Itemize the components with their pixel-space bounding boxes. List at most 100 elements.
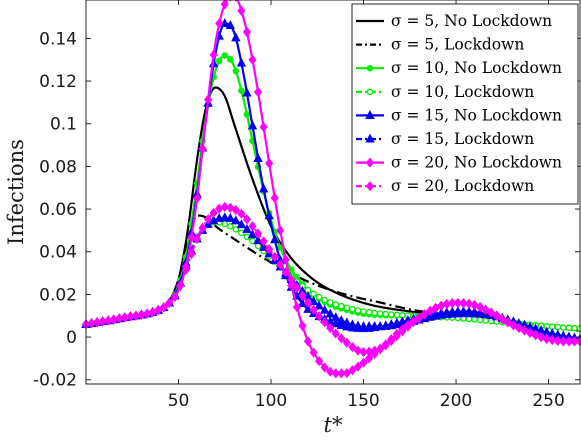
series-point	[381, 340, 390, 351]
series-point	[303, 303, 313, 313]
series-point	[220, 0, 229, 10]
series-point	[259, 236, 268, 247]
series-point	[270, 251, 279, 262]
series-point	[292, 301, 302, 313]
series-point	[492, 310, 501, 321]
series-point	[525, 327, 535, 338]
series-point	[227, 223, 234, 230]
x-tick-label: 200	[440, 391, 472, 411]
series-point	[369, 321, 380, 330]
series-point	[366, 64, 374, 72]
series-point	[170, 291, 179, 302]
x-tick-label: 50	[168, 391, 190, 411]
series-point	[315, 311, 324, 322]
series-point	[303, 297, 313, 309]
series-point	[270, 192, 279, 203]
series-point	[253, 87, 263, 98]
plot-frame	[85, 0, 581, 385]
series-point	[236, 57, 247, 67]
series-point	[225, 20, 236, 30]
legend-label: σ = 10, Lockdown	[391, 83, 534, 101]
series-point	[215, 18, 224, 29]
legend-label: σ = 20, Lockdown	[391, 177, 534, 195]
series-point	[447, 308, 458, 318]
series-point	[181, 264, 191, 275]
series-point	[420, 309, 429, 320]
series-point	[165, 297, 174, 309]
series-point	[387, 335, 396, 347]
series-point	[459, 298, 468, 309]
series-point	[371, 309, 378, 317]
series-point	[359, 357, 368, 368]
series-point	[375, 321, 385, 330]
series-point	[253, 153, 263, 163]
series-point	[559, 336, 568, 347]
series-point	[376, 343, 385, 354]
series-point	[292, 282, 302, 293]
series-point	[309, 347, 318, 358]
series-point	[382, 310, 389, 318]
series-point	[225, 212, 236, 222]
series-point	[231, 32, 241, 42]
series-point	[365, 133, 375, 143]
series-point	[554, 323, 562, 331]
series-point	[414, 312, 424, 323]
series-point	[376, 310, 384, 317]
legend-label: σ = 15, Lockdown	[391, 130, 534, 148]
series-point	[315, 355, 324, 367]
y-tick-label: 0.14	[39, 29, 77, 49]
x-axis-label: t*	[324, 413, 343, 437]
series-point	[227, 56, 234, 63]
series-point	[360, 308, 367, 315]
series-point	[236, 219, 247, 229]
legend: σ = 5, No Lockdown σ = 5, Lockdown σ = 10,…	[351, 3, 579, 205]
series-point	[570, 336, 579, 347]
series-point	[154, 305, 163, 316]
series-point	[220, 201, 229, 213]
series-point	[348, 365, 357, 376]
series-point	[365, 157, 375, 168]
series-point	[176, 280, 185, 291]
series-point	[537, 331, 546, 343]
series-point	[221, 52, 229, 59]
series-point	[270, 234, 280, 244]
legend-label: σ = 5, Lockdown	[391, 36, 524, 54]
series-point	[453, 297, 462, 309]
series-point	[319, 304, 330, 314]
series-point	[358, 321, 369, 330]
series-point	[242, 224, 252, 233]
series-point	[209, 207, 218, 218]
legend-entry: σ = 10, Lockdown	[356, 83, 534, 101]
series-point	[365, 181, 375, 192]
series-point	[192, 233, 202, 245]
series-point	[320, 317, 329, 328]
series-point	[287, 274, 296, 285]
series-point	[353, 361, 363, 372]
legend-entries: σ = 5, No Lockdown σ = 5, Lockdown σ = 10,…	[356, 12, 562, 195]
series-point	[264, 210, 274, 220]
y-tick-label: 0.08	[39, 157, 77, 177]
legend-entry: σ = 20, Lockdown	[356, 177, 534, 195]
series-point	[259, 121, 268, 133]
series-point	[231, 215, 241, 225]
y-tick-label: 0.12	[39, 72, 77, 92]
ticks-layer	[86, 0, 580, 384]
series-point	[366, 88, 374, 96]
legend-entry: σ = 20, No Lockdown	[356, 154, 562, 172]
series-point	[571, 324, 578, 332]
series-point	[365, 110, 375, 119]
series-point	[310, 290, 317, 298]
series-point	[343, 304, 351, 311]
series-8	[81, 201, 581, 358]
series-point	[388, 311, 395, 318]
series-point	[487, 307, 496, 318]
series-point	[325, 308, 335, 318]
series-point	[398, 326, 407, 337]
series-point	[464, 308, 474, 318]
series-point	[548, 334, 557, 346]
series-point	[458, 308, 469, 318]
series-point	[475, 302, 485, 313]
series-point	[248, 221, 257, 232]
series-point	[159, 302, 168, 313]
legend-box	[351, 3, 579, 205]
